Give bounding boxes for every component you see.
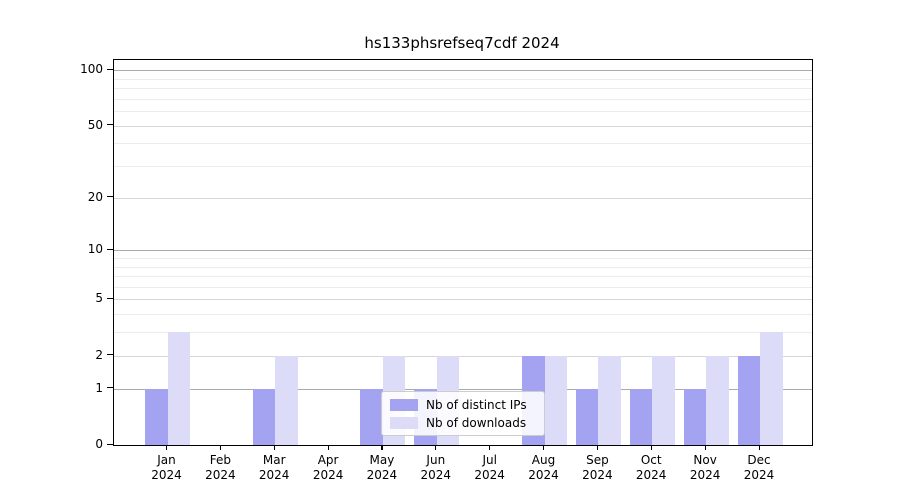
bar-downloads	[706, 355, 729, 445]
y-tick-label: 0	[95, 437, 103, 451]
legend-swatch-distinct-ips	[390, 398, 418, 411]
minor-gridline	[114, 266, 812, 268]
bar-distinct-ips	[683, 388, 707, 445]
y-tick-label: 100	[80, 62, 103, 76]
bar-downloads	[167, 332, 190, 445]
major-gridline	[114, 125, 812, 127]
y-tick-mark	[107, 196, 113, 198]
minor-gridline	[114, 87, 812, 89]
plot-area	[113, 59, 813, 446]
legend-item-downloads: Nb of downloads	[390, 416, 536, 430]
chart-title: hs133phsrefseq7cdf 2024	[364, 34, 560, 52]
x-tick-label: Mar 2024	[258, 453, 290, 482]
x-tick-mark	[704, 445, 706, 450]
major-gridline	[114, 250, 812, 252]
legend-label: Nb of downloads	[426, 415, 527, 430]
minor-gridline	[114, 332, 812, 334]
minor-gridline	[114, 78, 812, 80]
x-tick-label: Nov 2024	[689, 453, 721, 482]
minor-gridline	[114, 143, 812, 145]
y-tick-label: 5	[95, 291, 103, 306]
y-tick-label: 20	[87, 189, 103, 204]
x-tick-label: Aug 2024	[528, 453, 559, 482]
x-tick-label: May 2024	[366, 453, 398, 482]
bar-downloads	[598, 355, 621, 445]
x-tick-mark	[273, 445, 275, 450]
bar-distinct-ips	[360, 388, 383, 445]
x-tick-mark	[219, 445, 222, 450]
major-gridline	[114, 355, 812, 357]
x-tick-mark	[489, 445, 491, 450]
legend-item-distinct-ips: Nb of distinct IPs	[390, 398, 536, 412]
y-tick-mark	[107, 124, 113, 126]
y-tick-label: 50	[87, 117, 103, 132]
minor-gridline	[114, 111, 812, 112]
major-gridline	[114, 70, 812, 71]
minor-gridline	[114, 314, 812, 316]
y-tick-mark	[107, 297, 113, 300]
bar-downloads	[544, 355, 567, 445]
x-tick-mark	[327, 445, 329, 450]
minor-gridline	[114, 276, 812, 277]
bar-downloads	[760, 332, 783, 445]
bar-distinct-ips	[575, 388, 599, 445]
x-tick-label: Jul 2024	[474, 453, 505, 482]
bar-distinct-ips	[737, 355, 760, 445]
bar-distinct-ips	[145, 388, 168, 445]
x-tick-mark	[543, 445, 545, 450]
bar-distinct-ips	[629, 388, 653, 445]
y-tick-mark	[107, 248, 113, 250]
legend: Nb of distinct IPs Nb of downloads	[381, 391, 545, 436]
x-tick-mark	[435, 445, 437, 450]
legend-label: Nb of distinct IPs	[426, 397, 527, 412]
x-tick-label: Dec 2024	[743, 453, 775, 482]
major-gridline	[114, 388, 812, 390]
major-gridline	[114, 197, 812, 199]
y-tick-label: 10	[87, 242, 103, 257]
y-tick-label: 2	[95, 347, 103, 362]
x-tick-label: Apr 2024	[312, 453, 344, 482]
y-tick-mark	[107, 387, 113, 389]
x-tick-mark	[596, 445, 599, 450]
minor-gridline	[114, 286, 812, 288]
minor-gridline	[114, 166, 812, 167]
minor-gridline	[114, 98, 812, 100]
bar-distinct-ips	[252, 388, 276, 445]
x-tick-mark	[758, 445, 760, 450]
x-tick-label: Jun 2024	[420, 453, 452, 482]
x-tick-label: Sep 2024	[582, 453, 613, 482]
minor-gridline	[114, 257, 812, 259]
x-tick-label: Jan 2024	[151, 453, 182, 482]
major-gridline	[114, 299, 812, 301]
x-tick-mark	[650, 445, 652, 450]
y-tick-label: 1	[95, 380, 103, 395]
x-tick-mark	[166, 445, 168, 450]
bar-downloads	[652, 355, 675, 445]
x-tick-mark	[381, 445, 383, 450]
y-tick-mark	[107, 68, 113, 70]
legend-swatch-downloads	[390, 416, 418, 429]
x-tick-label: Oct 2024	[635, 453, 667, 482]
y-tick-mark	[107, 354, 113, 356]
bar-downloads	[275, 355, 298, 445]
y-tick-mark	[107, 443, 113, 445]
x-tick-label: Feb 2024	[205, 453, 236, 482]
